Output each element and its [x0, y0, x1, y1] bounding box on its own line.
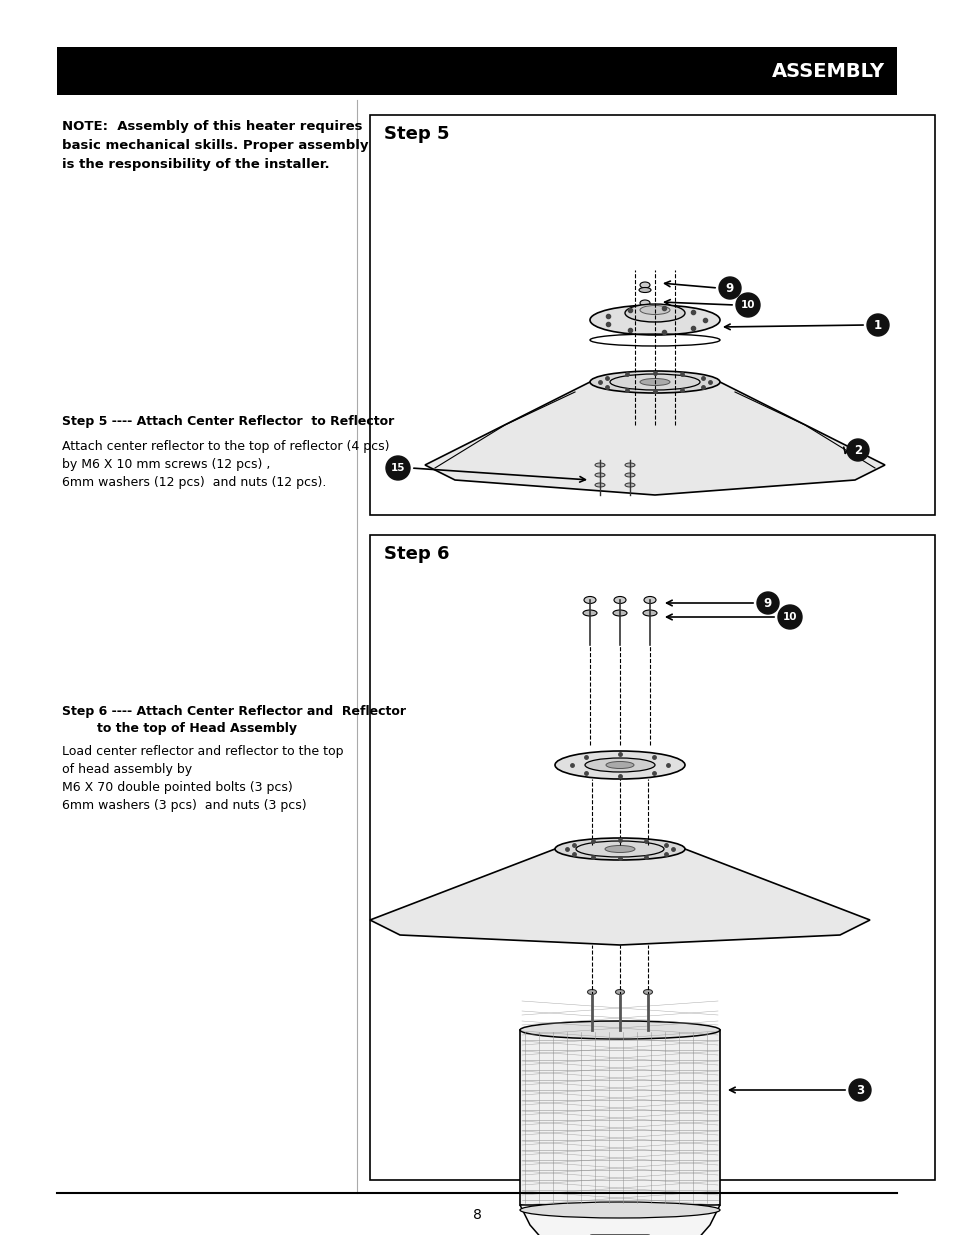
Bar [519, 1030, 720, 1205]
Ellipse shape [643, 989, 652, 994]
Ellipse shape [595, 483, 604, 487]
Text: 8: 8 [472, 1208, 481, 1221]
Circle shape [735, 293, 760, 317]
Text: Step 5: Step 5 [384, 125, 449, 143]
Ellipse shape [605, 762, 634, 768]
Polygon shape [519, 1205, 720, 1235]
Text: Load center reflector and reflector to the top
of head assembly by
M6 X 70 doubl: Load center reflector and reflector to t… [62, 745, 343, 811]
Text: NOTE:  Assembly of this heater requires
basic mechanical skills. Proper assembly: NOTE: Assembly of this heater requires b… [62, 120, 368, 170]
Text: 10: 10 [740, 300, 755, 310]
Text: 1: 1 [873, 319, 882, 331]
Circle shape [386, 456, 410, 480]
Ellipse shape [519, 1202, 720, 1218]
Ellipse shape [624, 304, 684, 322]
Bar [370, 535, 934, 1179]
Circle shape [757, 592, 779, 614]
Text: 10: 10 [781, 613, 797, 622]
Circle shape [846, 438, 868, 461]
Ellipse shape [555, 751, 684, 779]
Text: 9: 9 [763, 597, 771, 610]
Ellipse shape [589, 305, 720, 335]
Text: Step 6 ---- Attach Center Reflector and  Reflector
        to the top of Head As: Step 6 ---- Attach Center Reflector and … [62, 705, 406, 735]
Text: ASSEMBLY: ASSEMBLY [771, 62, 884, 80]
Ellipse shape [613, 610, 626, 616]
Text: 15: 15 [391, 463, 405, 473]
Ellipse shape [519, 1021, 720, 1039]
Text: 3: 3 [855, 1083, 863, 1097]
Ellipse shape [643, 597, 656, 604]
Text: Step 6: Step 6 [384, 545, 449, 563]
Ellipse shape [584, 758, 655, 772]
Text: Step 5 ---- Attach Center Reflector  to Reflector: Step 5 ---- Attach Center Reflector to R… [62, 415, 394, 429]
Ellipse shape [595, 473, 604, 477]
Circle shape [866, 314, 888, 336]
Polygon shape [370, 848, 869, 945]
Text: 9: 9 [725, 282, 734, 294]
Ellipse shape [614, 597, 625, 604]
Ellipse shape [589, 370, 720, 393]
Polygon shape [424, 382, 884, 495]
Ellipse shape [639, 288, 650, 293]
Text: Attach center reflector to the top of reflector (4 pcs)
by M6 X 10 mm screws (12: Attach center reflector to the top of re… [62, 440, 389, 489]
Circle shape [848, 1079, 870, 1100]
Bar [57, 47, 896, 95]
Circle shape [719, 277, 740, 299]
Ellipse shape [639, 282, 649, 288]
Ellipse shape [587, 989, 596, 994]
Ellipse shape [615, 989, 624, 994]
Ellipse shape [642, 610, 657, 616]
Ellipse shape [555, 839, 684, 860]
Bar [370, 115, 934, 515]
Ellipse shape [624, 463, 635, 467]
Ellipse shape [624, 473, 635, 477]
Ellipse shape [624, 483, 635, 487]
Text: 2: 2 [853, 443, 862, 457]
Ellipse shape [583, 597, 596, 604]
Ellipse shape [639, 305, 669, 315]
Ellipse shape [582, 610, 597, 616]
Circle shape [778, 605, 801, 629]
Ellipse shape [604, 846, 635, 852]
Ellipse shape [595, 463, 604, 467]
Ellipse shape [639, 305, 650, 310]
Ellipse shape [639, 300, 649, 306]
Ellipse shape [639, 378, 669, 385]
